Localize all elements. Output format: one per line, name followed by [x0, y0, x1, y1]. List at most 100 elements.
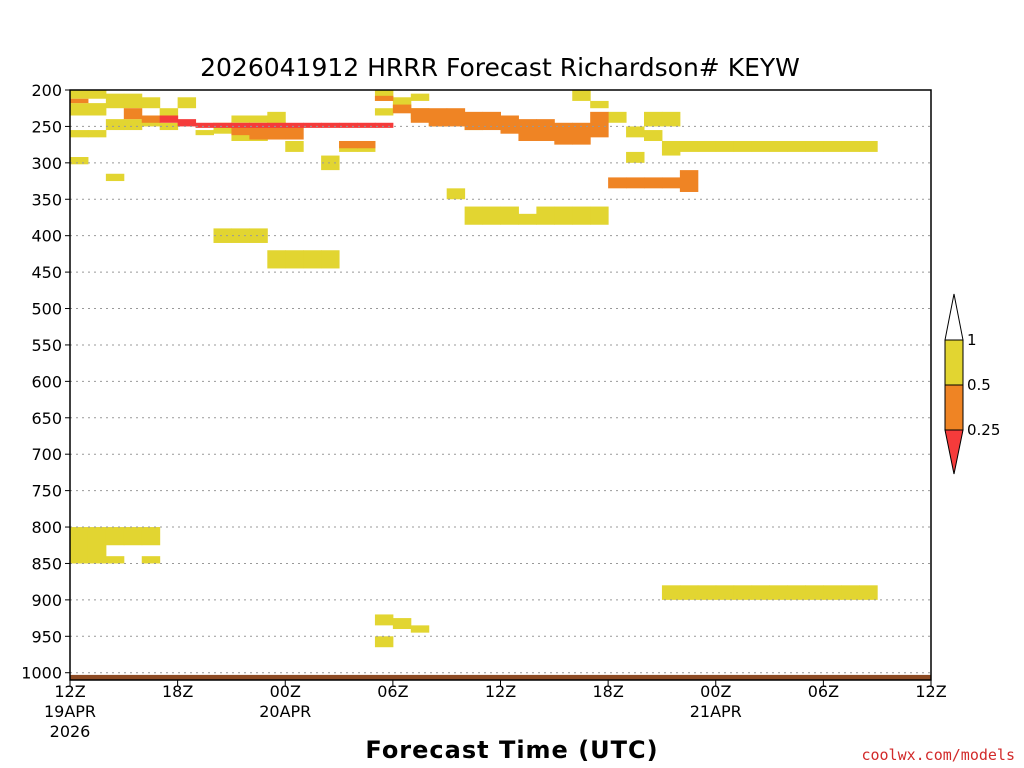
heatmap-cell	[428, 108, 448, 127]
heatmap-cell	[177, 97, 197, 109]
heatmap-cell	[195, 122, 214, 128]
heatmap-cell	[590, 111, 609, 138]
heatmap-cell	[392, 104, 412, 114]
heatmap-cell	[374, 108, 394, 116]
x-tick-label: 12Z	[54, 682, 85, 701]
heatmap-cell	[70, 527, 89, 564]
heatmap-cell	[751, 140, 771, 152]
heatmap-cell	[859, 585, 878, 600]
heatmap-cell	[357, 140, 376, 149]
heatmap-cell	[123, 93, 143, 109]
y-tick-label: 450	[31, 263, 62, 282]
heatmap-cell	[339, 122, 358, 128]
heatmap-cell	[733, 140, 753, 152]
heatmap-cell	[572, 122, 591, 145]
heatmap-cell	[661, 585, 681, 600]
heatmap-cell	[267, 126, 286, 140]
heatmap-cell	[177, 119, 197, 127]
heatmap-cell	[374, 636, 394, 648]
y-tick-label: 850	[31, 554, 62, 573]
heatmap-cell	[123, 119, 143, 131]
heatmap-cell	[321, 122, 340, 128]
heatmap-cell	[392, 97, 412, 109]
heatmap-cell	[321, 250, 340, 269]
heatmap-cell	[374, 614, 394, 626]
heatmap-cell	[249, 228, 268, 243]
heatmap-cell	[87, 527, 107, 564]
x-tick-label: 18Z	[162, 682, 193, 701]
heatmap-cell	[267, 122, 286, 128]
x-tick-label: 18Z	[592, 682, 623, 701]
heatmap-cell	[303, 250, 322, 269]
heatmap-cell	[769, 140, 788, 152]
heatmap-cell	[751, 585, 771, 600]
heatmap-cell	[518, 119, 537, 141]
y-tick-label: 900	[31, 591, 62, 610]
heatmap-cell	[626, 151, 645, 163]
heatmap-cell	[410, 93, 430, 101]
heatmap-cell	[231, 122, 250, 128]
heatmap-cell	[105, 556, 125, 564]
heatmap-cell	[787, 585, 806, 600]
x-tick-label: 00Z	[700, 682, 731, 701]
heatmap-cell	[590, 100, 609, 109]
heatmap-cell	[805, 140, 824, 152]
heatmap-cell	[374, 122, 394, 128]
heatmap-cell	[823, 585, 842, 600]
colorbar-label: 1	[967, 331, 977, 349]
heatmap-cell	[105, 527, 125, 546]
heatmap-cell	[339, 140, 358, 149]
heatmap-cell	[159, 122, 179, 131]
x-tick-date: 21APR	[690, 702, 742, 721]
heatmap-cell	[249, 126, 268, 140]
heatmap-cell	[626, 177, 645, 189]
heatmap-cell	[554, 122, 573, 145]
heatmap-cell	[697, 585, 717, 600]
heatmap-cell	[105, 93, 125, 109]
x-tick-label: 06Z	[377, 682, 408, 701]
heatmap-cell	[231, 126, 250, 136]
heatmap-cell	[231, 115, 250, 123]
y-tick-label: 600	[31, 372, 62, 391]
heatmap-cell	[213, 122, 232, 134]
x-tick-year: 2026	[50, 722, 91, 741]
y-tick-label: 750	[31, 482, 62, 501]
heatmap-cell	[464, 206, 484, 225]
heatmap-cell	[70, 98, 89, 104]
heatmap-cells	[70, 90, 931, 680]
heatmap-cell	[841, 585, 860, 600]
heatmap-cell	[249, 122, 268, 128]
heatmap-cell	[141, 527, 161, 546]
y-tick-label: 300	[31, 154, 62, 173]
heatmap-cell	[446, 108, 466, 127]
heatmap-cell	[249, 115, 268, 123]
heatmap-cell	[644, 111, 663, 127]
heatmap-cell	[70, 157, 89, 165]
heatmap-cell	[105, 173, 125, 182]
y-tick-label: 700	[31, 445, 62, 464]
heatmap-cell	[159, 108, 179, 120]
heatmap-cell	[626, 126, 645, 138]
heatmap-cell	[357, 122, 376, 128]
heatmap-cell	[500, 115, 519, 134]
y-tick-label: 950	[31, 627, 62, 646]
heatmap-cell	[374, 95, 394, 101]
x-tick-label: 00Z	[270, 682, 301, 701]
heatmap-cell	[87, 130, 107, 138]
y-tick-label: 350	[31, 190, 62, 209]
x-tick-date: 20APR	[259, 702, 311, 721]
heatmap-cell	[123, 108, 143, 120]
heatmap-cell	[267, 250, 286, 269]
heatmap-cell	[141, 115, 161, 123]
heatmap-cell	[679, 140, 699, 152]
heatmap-cell	[679, 585, 699, 600]
heatmap-cell	[446, 188, 466, 200]
chart-title: 2026041912 HRRR Forecast Richardson# KEY…	[200, 53, 800, 82]
heatmap-cell	[787, 140, 806, 152]
heatmap-cell	[572, 90, 591, 101]
y-tick-label: 400	[31, 227, 62, 246]
heatmap-cell	[87, 103, 107, 116]
heatmap-cell	[159, 115, 179, 123]
y-tick-label: 800	[31, 518, 62, 537]
